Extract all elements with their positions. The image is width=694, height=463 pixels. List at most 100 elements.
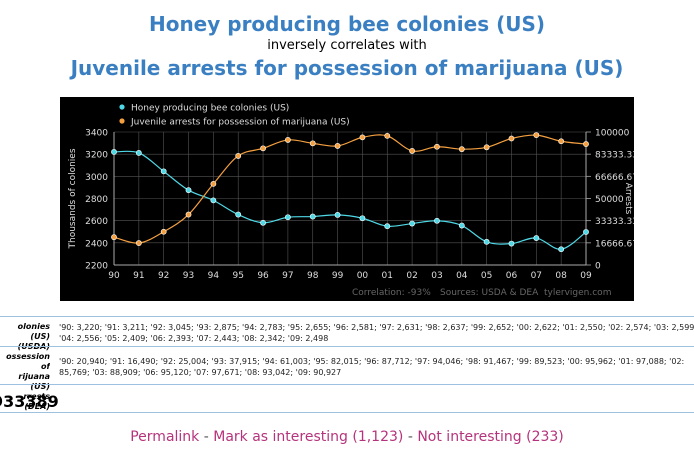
y-tick-label: 2400 [85, 239, 108, 249]
y2-tick-label: 16666.67 [595, 239, 634, 249]
data-point-series-2 [558, 138, 565, 145]
y2-tick-label: 0 [595, 262, 601, 272]
data-point-series-1 [508, 240, 515, 247]
y-tick-label: 3400 [85, 129, 108, 139]
x-tick-label: 94 [208, 271, 220, 281]
x-tick-label: 91 [133, 271, 144, 281]
data-point-series-1 [185, 187, 192, 194]
x-tick-label: 01 [382, 271, 393, 281]
y2-tick-label: 100000 [595, 129, 630, 139]
title-connector: inversely correlates with [267, 38, 427, 53]
data-point-series-1 [359, 215, 366, 222]
data-point-series-2 [508, 135, 515, 142]
y2-axis-label: Arrests [623, 183, 633, 215]
y2-tick-label: 33333.33 [595, 217, 634, 227]
x-tick-label: 98 [307, 271, 319, 281]
correlation-value: 933389 [0, 392, 59, 411]
data-point-series-1 [284, 214, 291, 221]
data-row-correlation [0, 384, 694, 413]
data-point-series-2 [384, 132, 391, 139]
data-point-series-2 [583, 141, 589, 147]
title-top: Honey producing bee colonies (US) [148, 12, 546, 36]
annotation-site: tylervigen.com [544, 288, 611, 298]
data-point-series-1 [533, 235, 540, 241]
y2-tick-label: 83333.33 [595, 151, 634, 161]
link-separator: - [203, 429, 209, 445]
data-point-series-2 [434, 143, 440, 150]
x-tick-label: 96 [257, 271, 269, 281]
data-point-series-1 [583, 229, 589, 235]
x-tick-label: 05 [481, 271, 492, 281]
data-point-series-1 [309, 213, 316, 220]
data-point-series-1 [458, 222, 465, 229]
data-point-series-2 [334, 143, 341, 149]
x-tick-label: 93 [183, 271, 194, 281]
x-tick-label: 08 [555, 271, 567, 281]
y-tick-label: 3000 [85, 173, 108, 183]
data-point-series-2 [235, 153, 242, 159]
action-links: Permalink - Mark as interesting (1,123) … [0, 429, 694, 445]
data-point-series-1 [384, 223, 391, 230]
data-point-series-1 [260, 219, 266, 226]
y2-tick-label: 66666.67 [595, 173, 634, 183]
x-tick-label: 97 [282, 271, 293, 281]
title-bottom: Juvenile arrests for possession of marij… [70, 56, 624, 80]
x-tick-label: 09 [580, 271, 592, 281]
data-point-series-2 [483, 144, 490, 151]
legend-marker-2 [119, 118, 125, 124]
x-tick-label: 92 [158, 271, 169, 281]
row-values-arrests: '90: 20,940; '91: 16,490; '92: 25,004; '… [59, 357, 685, 377]
annotation-correlation: Correlation: -93% [352, 288, 431, 298]
data-point-series-2 [210, 180, 217, 187]
x-tick-label: 95 [232, 271, 243, 281]
data-point-series-1 [160, 168, 167, 175]
not-interesting-link[interactable]: Not interesting (233) [417, 429, 564, 445]
data-point-series-2 [458, 146, 465, 153]
y-tick-label: 3200 [85, 151, 108, 161]
data-point-series-1 [235, 211, 242, 218]
data-point-series-2 [533, 132, 540, 138]
legend-marker-1 [119, 104, 125, 110]
chart-background [60, 97, 634, 301]
data-point-series-1 [483, 238, 490, 245]
row-label-arrests: ossession of rijuana (US) rrests (DEA) [6, 352, 50, 411]
data-point-series-1 [334, 212, 341, 218]
data-point-series-2 [185, 211, 192, 218]
data-point-series-1 [210, 197, 217, 204]
data-point-series-1 [409, 220, 416, 227]
data-point-series-2 [160, 228, 167, 235]
x-tick-label: 90 [108, 271, 120, 281]
annotation-sources: Sources: USDA & DEA [440, 288, 539, 298]
x-tick-label: 03 [431, 271, 442, 281]
legend-label-1: Honey producing bee colonies (US) [131, 104, 289, 114]
data-row-arrests: ossession of rijuana (US) rrests (DEA) '… [0, 346, 694, 411]
mark-interesting-link[interactable]: Mark as interesting (1,123) [213, 429, 404, 445]
data-point-series-1 [111, 149, 117, 155]
data-point-series-2 [284, 137, 291, 143]
legend-label-2: Juvenile arrests for possession of marij… [130, 118, 350, 128]
link-separator: - [407, 429, 413, 445]
x-tick-label: 99 [332, 271, 344, 281]
data-row-colonies: olonies (US) (USDA) '90: 3,220; '91: 3,2… [0, 316, 694, 351]
y-tick-label: 2800 [85, 195, 108, 205]
x-tick-label: 00 [357, 271, 369, 281]
x-tick-label: 02 [406, 271, 417, 281]
x-tick-label: 06 [506, 271, 518, 281]
data-point-series-2 [309, 140, 316, 147]
correlation-chart: 2200 2400 2600 2800 3000 3200 3400 0 16666.67 333… [60, 97, 634, 301]
data-point-series-1 [558, 246, 565, 253]
row-values-colonies: '90: 3,220; '91: 3,211; '92: 3,045; '93:… [59, 323, 694, 343]
data-point-series-2 [135, 240, 142, 246]
permalink-link[interactable]: Permalink [130, 429, 200, 445]
data-point-series-2 [111, 234, 117, 241]
y-tick-label: 2600 [85, 217, 108, 227]
divider [0, 412, 694, 414]
y2-tick-label: 50000 [595, 195, 624, 205]
data-point-series-2 [359, 134, 366, 141]
x-tick-label: 07 [531, 271, 542, 281]
data-point-series-2 [260, 145, 266, 152]
y-axis-label: Thousands of colonies [68, 148, 78, 249]
x-tick-label: 04 [456, 271, 468, 281]
data-point-series-1 [135, 150, 142, 156]
data-point-series-2 [409, 148, 416, 154]
